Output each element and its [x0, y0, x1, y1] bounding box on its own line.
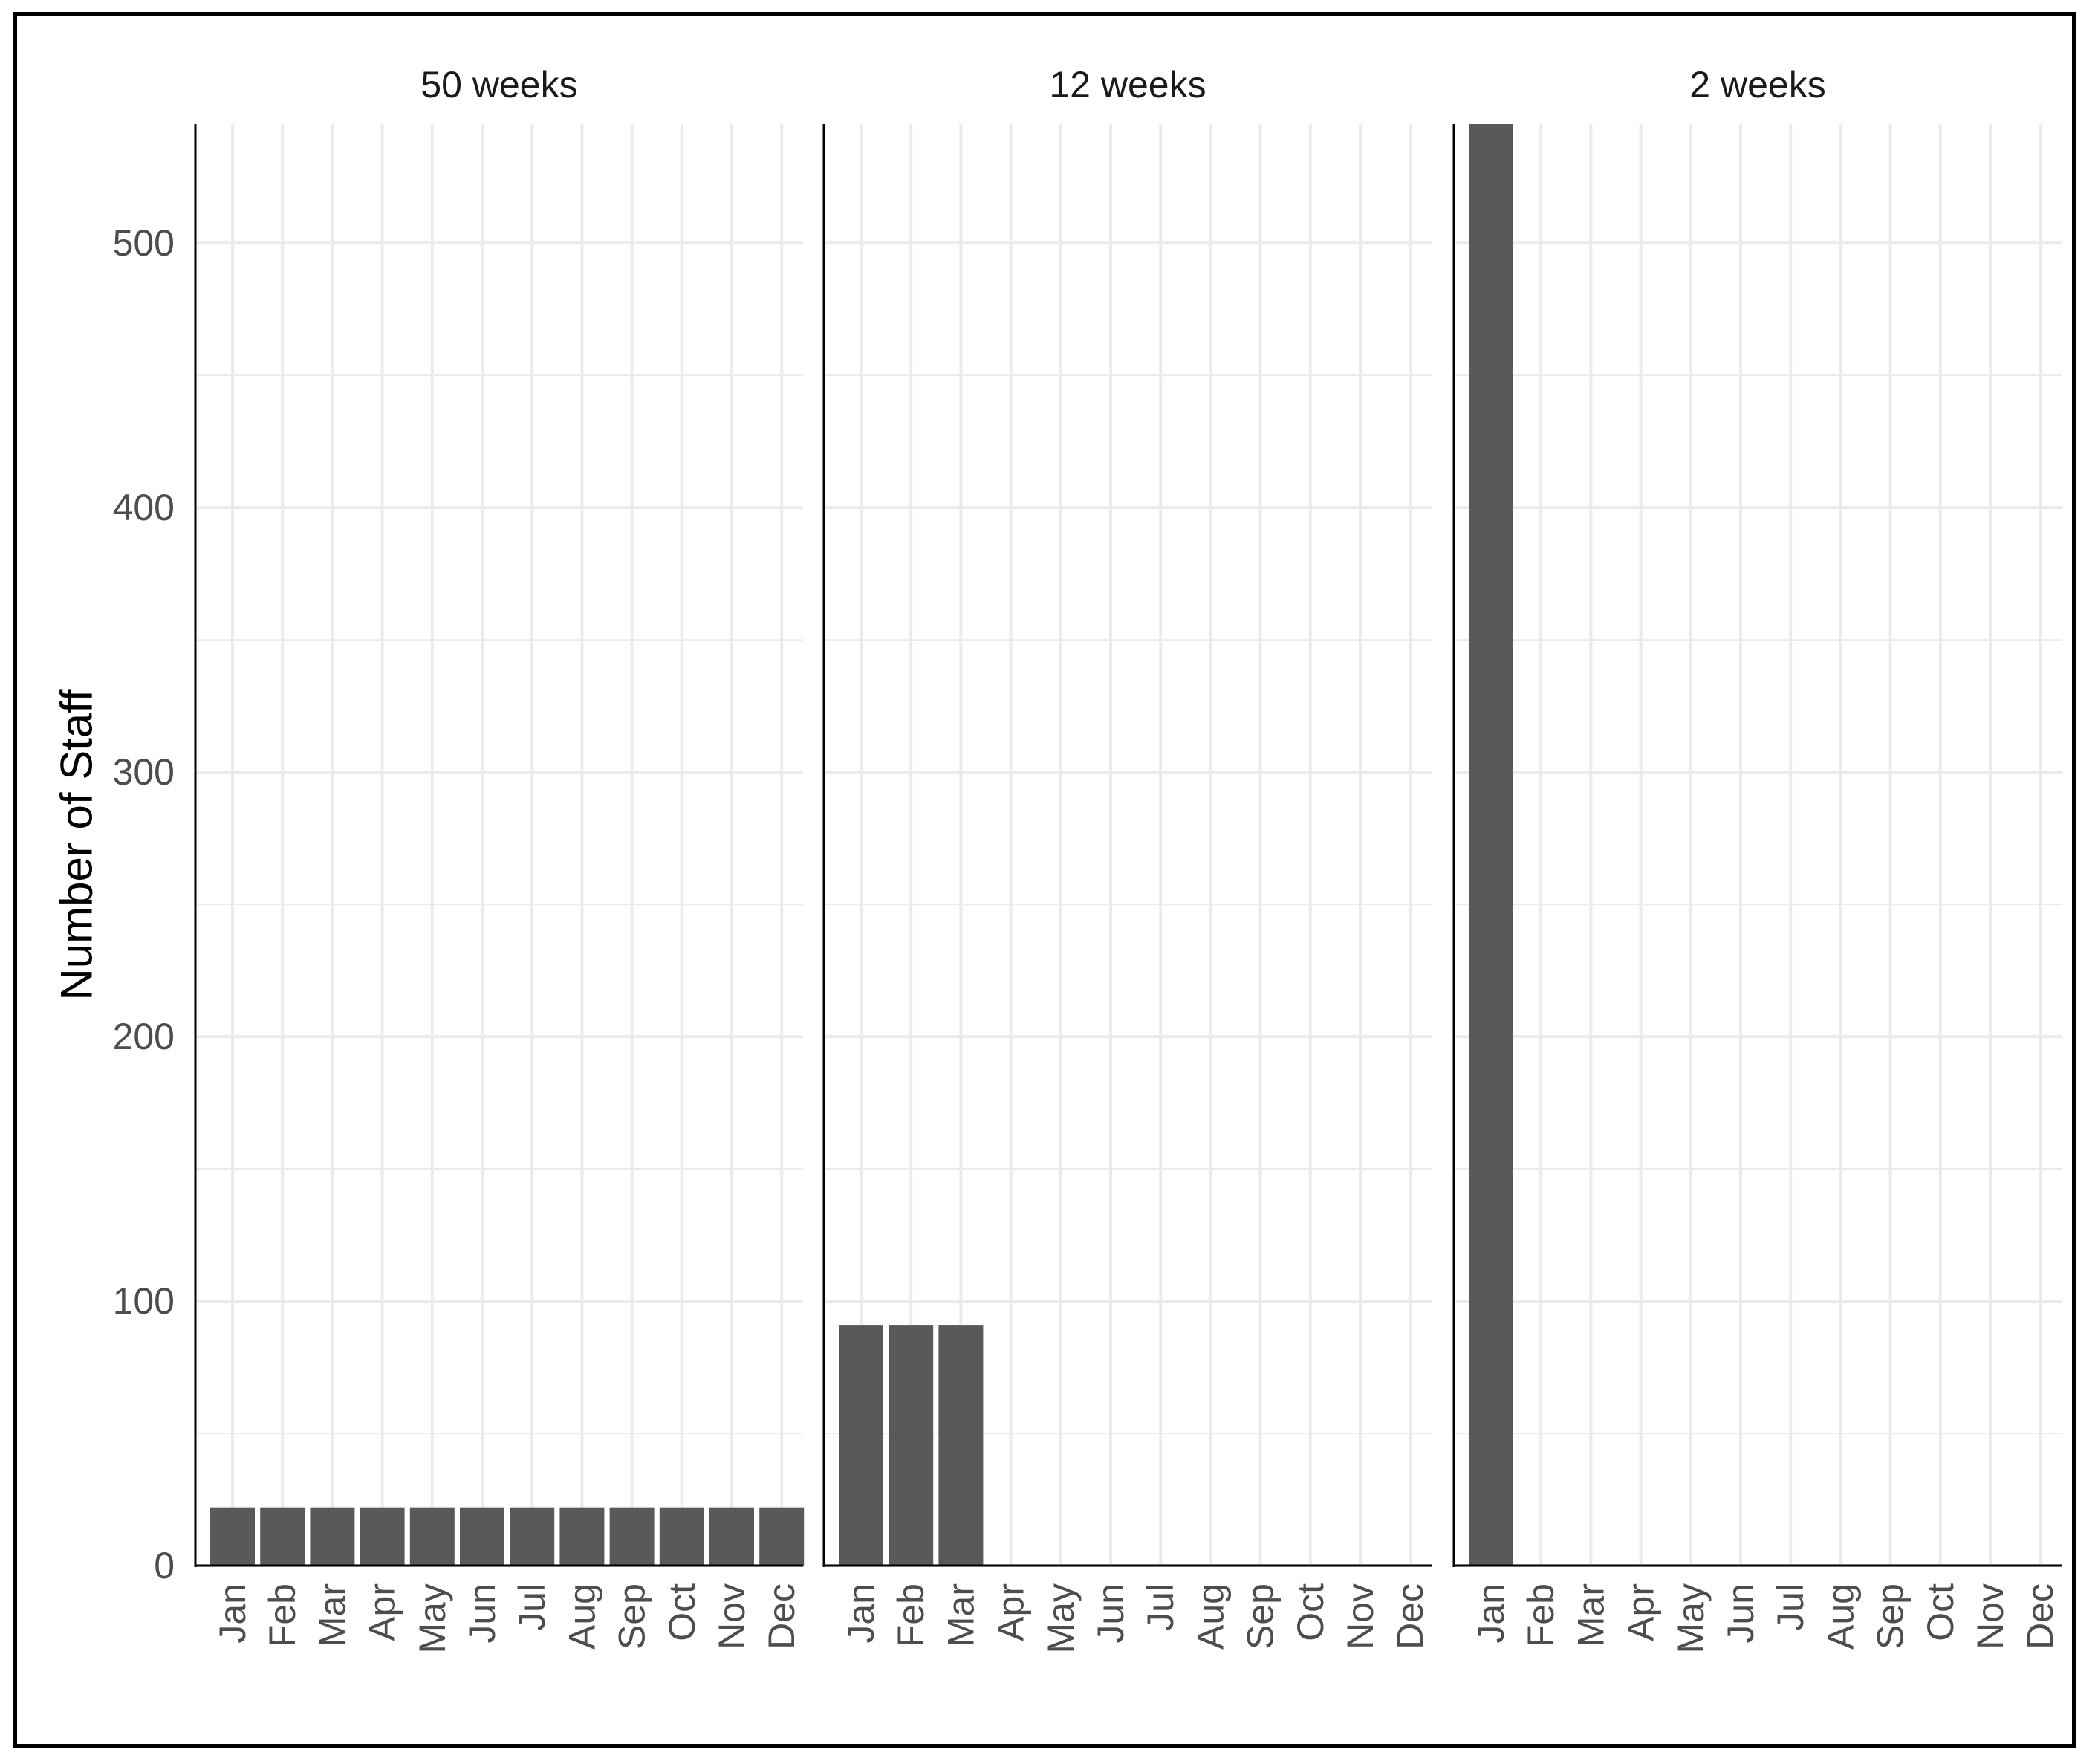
- x-tick-label: May: [412, 1583, 453, 1653]
- x-tick-label: May: [1040, 1583, 1082, 1653]
- figure-frame: 50 weeks Jan Feb Mar Apr May Jun Jul Aug Sep Oct No…: [13, 12, 2076, 1748]
- y-tick-label: 0: [154, 1545, 175, 1586]
- x-tick-label: Feb: [1520, 1583, 1562, 1647]
- x-tick-label: Dec: [761, 1583, 802, 1650]
- bar-50-weeks-dec: [759, 1507, 805, 1566]
- x-tick-label: Feb: [890, 1583, 932, 1647]
- bar-50-weeks-may: [409, 1507, 455, 1566]
- x-tick-label: Nov: [711, 1583, 753, 1650]
- facet-title: 2 weeks: [1689, 64, 1825, 106]
- bar-12-weeks-mar: [938, 1325, 984, 1566]
- bar-50-weeks-jun: [460, 1507, 504, 1566]
- x-tick-label: Dec: [1389, 1583, 1431, 1650]
- x-tick-label: Aug: [561, 1583, 602, 1650]
- x-tick-label: Oct: [1920, 1583, 1961, 1641]
- x-tick-label: Jun: [1090, 1583, 1131, 1644]
- x-tick-label: Mar: [1570, 1583, 1611, 1647]
- x-tick-label: Jul: [511, 1583, 553, 1631]
- x-tick-label: May: [1670, 1583, 1712, 1653]
- y-axis-title: Number of Staff: [52, 689, 102, 1000]
- x-tick-label: Nov: [1969, 1583, 2011, 1650]
- bar-50-weeks-jan: [210, 1507, 255, 1566]
- y-tick-label: 400: [113, 487, 175, 528]
- x-tick-label: Jan: [840, 1583, 882, 1644]
- x-tick-label: Apr: [990, 1583, 1032, 1641]
- y-tick-label: 200: [113, 1016, 175, 1057]
- facet-title: 50 weeks: [420, 64, 577, 106]
- facet-title: 12 weeks: [1049, 64, 1206, 106]
- x-tick-label: Nov: [1339, 1583, 1381, 1650]
- bar-50-weeks-jul: [510, 1507, 555, 1566]
- x-tick-label: Sep: [1240, 1583, 1282, 1650]
- x-tick-label: Jan: [212, 1583, 253, 1644]
- x-tick-label: Aug: [1189, 1583, 1231, 1650]
- bar-50-weeks-mar: [310, 1507, 355, 1566]
- bar-50-weeks-nov: [709, 1507, 754, 1566]
- bar-50-weeks-sep: [609, 1507, 655, 1566]
- bar-50-weeks-apr: [360, 1507, 405, 1566]
- x-tick-label: Mar: [311, 1583, 353, 1647]
- x-tick-label: Jun: [1720, 1583, 1761, 1644]
- bar-2-weeks-jan: [1469, 124, 1513, 1566]
- bar-50-weeks-oct: [659, 1507, 704, 1566]
- x-tick-label: Mar: [940, 1583, 981, 1647]
- x-tick-label: Jul: [1140, 1583, 1181, 1631]
- x-tick-label: Feb: [262, 1583, 303, 1647]
- x-tick-label: Jan: [1470, 1583, 1512, 1644]
- y-tick-label: 100: [113, 1280, 175, 1322]
- x-tick-label: Jun: [461, 1583, 503, 1644]
- bar-50-weeks-aug: [559, 1507, 605, 1566]
- bar-12-weeks-jan: [839, 1325, 883, 1566]
- y-tick-label: 500: [113, 222, 175, 264]
- x-tick-label: Aug: [1819, 1583, 1861, 1650]
- x-tick-label: Apr: [1620, 1583, 1662, 1641]
- x-tick-label: Sep: [1870, 1583, 1912, 1650]
- bar-12-weeks-feb: [889, 1325, 934, 1566]
- x-tick-label: Oct: [1290, 1583, 1331, 1641]
- x-tick-label: Oct: [661, 1583, 703, 1641]
- bar-50-weeks-feb: [260, 1507, 305, 1566]
- x-tick-label: Sep: [611, 1583, 653, 1650]
- x-tick-label: Apr: [362, 1583, 403, 1641]
- x-tick-label: Jul: [1770, 1583, 1811, 1631]
- x-tick-label: Dec: [2019, 1583, 2061, 1650]
- y-tick-label: 300: [113, 751, 175, 793]
